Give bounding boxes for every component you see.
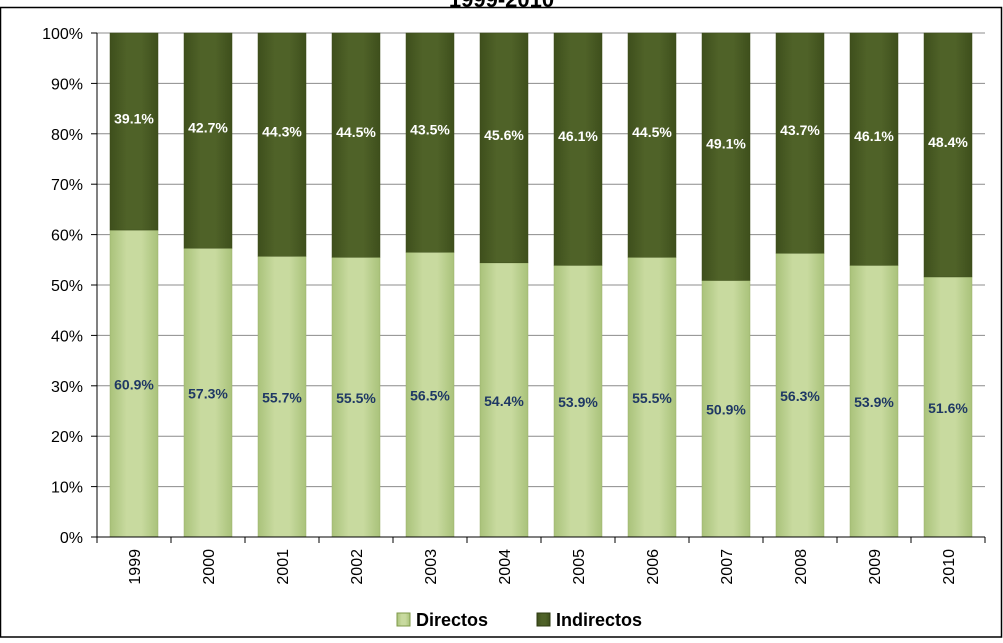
data-label-indirectos-2007: 49.1% — [706, 136, 746, 152]
x-tick-label: 2001 — [275, 549, 292, 585]
bar-indirectos-2002 — [331, 32, 381, 258]
data-label-directos-2003: 56.5% — [410, 388, 450, 404]
x-tick-label: 2008 — [793, 549, 810, 585]
bar-directos-2008 — [775, 252, 825, 538]
bar-indirectos-2008 — [775, 32, 825, 254]
bar-directos-2004 — [479, 262, 529, 538]
bar-indirectos-2009 — [849, 32, 899, 266]
bar-indirectos-2007 — [701, 32, 751, 281]
bar-directos-2003 — [405, 251, 455, 538]
x-tick-label: 2009 — [867, 549, 884, 585]
x-tick-label: 2005 — [571, 549, 588, 585]
data-label-directos-2007: 50.9% — [706, 402, 746, 418]
labels-layer: 60.9% 39.1% 57.3% 42.7% 55.7% 44.3% 55.5% 44.5%… — [114, 111, 968, 418]
data-label-directos-2010: 51.6% — [928, 400, 968, 416]
bar-directos-2006 — [627, 257, 677, 538]
bar-directos-2010 — [923, 276, 973, 538]
data-label-directos-2008: 56.3% — [780, 388, 820, 404]
grid-layer — [97, 32, 985, 488]
data-label-directos-2002: 55.5% — [336, 390, 376, 406]
bar-indirectos-2004 — [479, 32, 529, 264]
legend: Directos Indirectos — [396, 610, 642, 630]
data-label-directos-2006: 55.5% — [632, 390, 672, 406]
y-tick-label: 20% — [51, 429, 83, 446]
bar-directos-2000 — [183, 247, 233, 538]
x-tick-label: 2004 — [497, 549, 514, 585]
legend-label-directos: Directos — [416, 610, 488, 630]
bar-indirectos-2001 — [257, 32, 307, 257]
axis-layer: 0% 10% 20% 30% 40% 50% 60% 70% 80% 90% 100% 1999 200… — [42, 26, 986, 585]
legend-swatch-indirectos — [536, 612, 551, 627]
bar-directos-2007 — [701, 280, 751, 538]
bar-indirectos-2005 — [553, 32, 603, 266]
y-tick-label: 40% — [51, 328, 83, 345]
x-tick-label: 2003 — [423, 549, 440, 585]
y-tick-label: 0% — [60, 530, 83, 547]
y-tick-label: 100% — [42, 26, 83, 43]
bar-directos-2002 — [331, 257, 381, 538]
data-label-indirectos-2008: 43.7% — [780, 122, 820, 138]
bars-layer — [109, 32, 973, 538]
bar-indirectos-2000 — [183, 32, 233, 249]
y-tick-label: 60% — [51, 228, 83, 245]
data-label-indirectos-1999: 39.1% — [114, 111, 154, 127]
legend-label-indirectos: Indirectos — [556, 610, 642, 630]
data-label-directos-2005: 53.9% — [558, 394, 598, 410]
data-label-directos-2001: 55.7% — [262, 390, 302, 406]
chart-title: 1999-2010 — [0, 0, 1003, 13]
chart-border — [0, 6, 1003, 638]
data-label-directos-2009: 53.9% — [854, 394, 894, 410]
data-label-directos-2004: 54.4% — [484, 393, 524, 409]
data-label-directos-1999: 60.9% — [114, 377, 154, 393]
y-tick-label: 10% — [51, 480, 83, 497]
data-label-indirectos-2003: 43.5% — [410, 122, 450, 138]
legend-swatch-directos — [396, 612, 411, 627]
bar-directos-2001 — [257, 256, 307, 538]
bar-indirectos-2010 — [923, 32, 973, 278]
x-tick-label: 2006 — [645, 549, 662, 585]
data-label-indirectos-2002: 44.5% — [336, 124, 376, 140]
data-label-indirectos-2000: 42.7% — [188, 120, 228, 136]
bar-indirectos-2003 — [405, 32, 455, 253]
data-label-indirectos-2001: 44.3% — [262, 124, 302, 140]
y-tick-label: 50% — [51, 278, 83, 295]
data-label-indirectos-2006: 44.5% — [632, 124, 672, 140]
x-tick-label: 2010 — [941, 549, 958, 585]
bar-directos-2005 — [553, 265, 603, 538]
y-tick-label: 30% — [51, 379, 83, 396]
x-tick-label: 2002 — [349, 549, 366, 585]
y-tick-label: 90% — [51, 76, 83, 93]
data-label-indirectos-2004: 45.6% — [484, 127, 524, 143]
data-label-indirectos-2005: 46.1% — [558, 128, 598, 144]
y-tick-label: 70% — [51, 177, 83, 194]
bar-directos-2009 — [849, 265, 899, 538]
x-tick-label: 2007 — [719, 549, 736, 585]
y-tick-label: 80% — [51, 127, 83, 144]
bar-directos-1999 — [109, 229, 159, 538]
data-label-indirectos-2010: 48.4% — [928, 134, 968, 150]
data-label-directos-2000: 57.3% — [188, 386, 228, 402]
bar-indirectos-1999 — [109, 32, 159, 231]
x-tick-label: 1999 — [127, 549, 144, 585]
data-label-indirectos-2009: 46.1% — [854, 128, 894, 144]
bar-indirectos-2006 — [627, 32, 677, 258]
x-tick-label: 2000 — [201, 549, 218, 585]
